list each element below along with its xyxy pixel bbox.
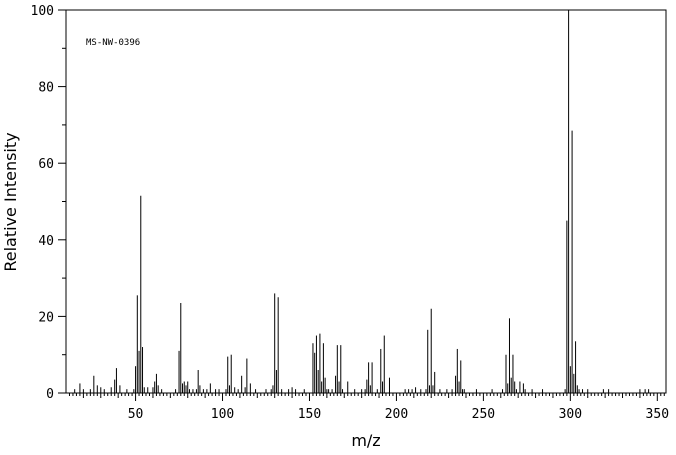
x-tick-label: 300 bbox=[559, 407, 582, 422]
x-minor-ticks bbox=[68, 393, 665, 398]
y-tick-label: 80 bbox=[38, 81, 54, 96]
x-tick-label: 50 bbox=[128, 407, 144, 422]
y-tick-label: 60 bbox=[38, 157, 54, 172]
x-axis-title: m/z bbox=[351, 431, 380, 450]
x-tick-label: 200 bbox=[385, 407, 408, 422]
x-tick-label: 250 bbox=[472, 407, 495, 422]
y-tick-label: 20 bbox=[38, 310, 54, 325]
x-major-ticks: 50 100 150 200 250 300 350 bbox=[128, 393, 669, 422]
x-tick-label: 350 bbox=[646, 407, 669, 422]
y-axis-title: Relative Intensity bbox=[1, 132, 20, 271]
y-tick-label: 100 bbox=[31, 4, 54, 19]
y-ticks: 0 20 40 60 80 100 bbox=[31, 4, 66, 402]
x-tick-label: 100 bbox=[211, 407, 234, 422]
plot-frame bbox=[65, 9, 667, 394]
peaks bbox=[74, 10, 650, 393]
y-tick-label: 0 bbox=[46, 387, 54, 402]
x-tick-label: 150 bbox=[298, 407, 321, 422]
y-tick-label: 40 bbox=[38, 234, 54, 249]
sample-annotation: MS-NW-0396 bbox=[86, 38, 140, 48]
